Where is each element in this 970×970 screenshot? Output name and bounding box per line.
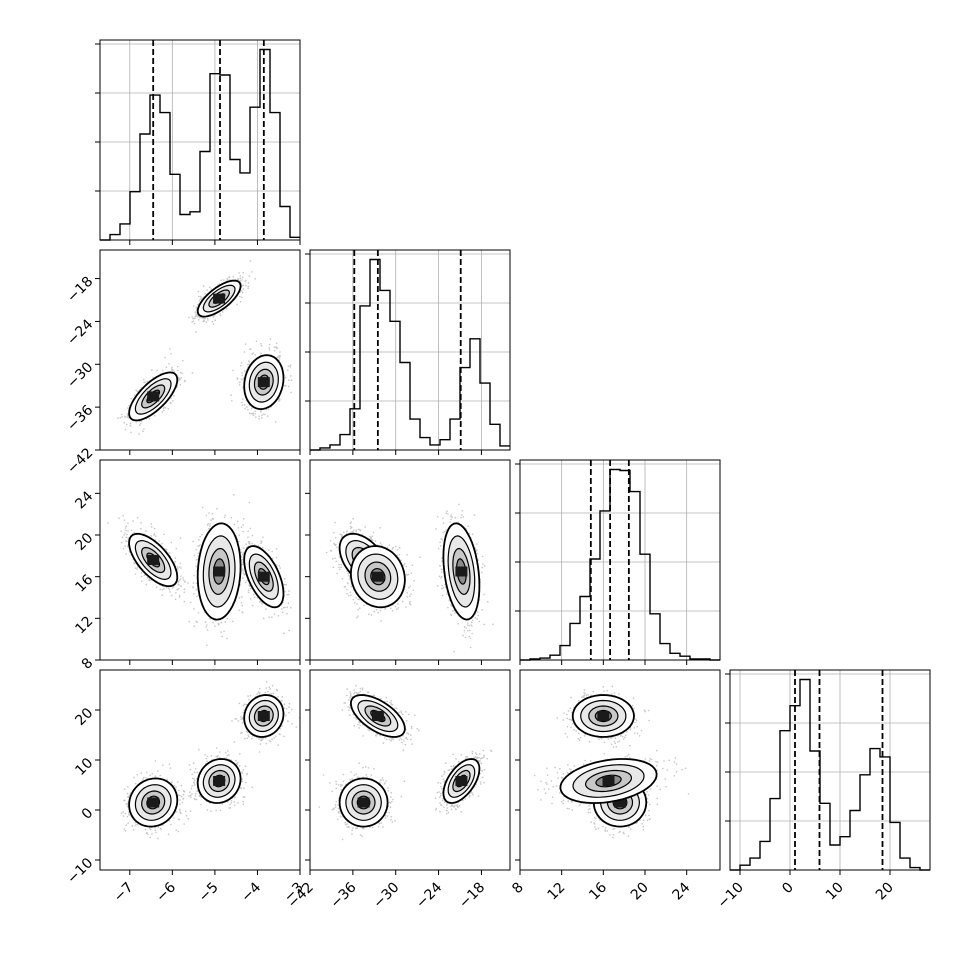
y-tick-label: −24 <box>64 316 96 348</box>
panel-content <box>118 261 292 434</box>
x-tick-label: −5 <box>196 880 222 906</box>
density-peak <box>147 391 159 401</box>
y-tick-label: −36 <box>64 402 96 434</box>
density-peak <box>358 798 370 808</box>
panel-content <box>535 686 689 837</box>
x-tick-label: 20 <box>873 880 897 904</box>
scatter-panel-4-3 <box>515 670 720 875</box>
histogram-step-line <box>730 680 930 871</box>
y-tick-label: 24 <box>72 488 96 512</box>
density-peak <box>597 711 609 721</box>
density-peak <box>603 776 615 786</box>
y-tick-label: 16 <box>72 572 96 596</box>
scatter-panel-3-2 <box>305 460 510 665</box>
x-tick-label: 20 <box>628 880 652 904</box>
density-peak <box>147 798 159 808</box>
x-tick-label: 16 <box>586 879 610 903</box>
x-tick-label: −30 <box>370 880 402 912</box>
histogram-panel-2 <box>305 250 510 450</box>
y-tick-label: 12 <box>72 613 96 637</box>
histogram-panel-3 <box>515 460 720 660</box>
x-tick-label: −36 <box>327 879 359 911</box>
y-tick-label: −18 <box>64 274 96 306</box>
x-tick-label: −4 <box>238 879 264 905</box>
histogram-panel-1 <box>95 40 300 240</box>
density-peak <box>455 776 467 786</box>
y-tick-label: −42 <box>64 445 96 477</box>
x-tick-label: 24 <box>670 879 694 903</box>
y-tick-label: 20 <box>72 530 96 554</box>
scatter-panel-4-2 <box>305 670 510 875</box>
panel-frame <box>520 460 720 660</box>
panel-content <box>108 495 291 661</box>
y-tick-label: 20 <box>72 705 96 729</box>
density-peak <box>258 711 270 721</box>
density-peak <box>258 572 270 582</box>
x-tick-label: −6 <box>153 879 179 905</box>
x-tick-label: 0 <box>779 880 797 898</box>
panel-content <box>319 686 491 840</box>
x-tick-label: 12 <box>545 880 569 904</box>
density-peak <box>213 567 225 577</box>
panel-frame <box>310 460 510 660</box>
density-peak <box>213 776 225 786</box>
x-tick-label: −24 <box>413 879 445 911</box>
panel-content <box>122 682 300 839</box>
histogram-panel-4 <box>725 670 930 870</box>
y-tick-label: −10 <box>64 855 96 887</box>
density-peak <box>147 555 159 565</box>
y-tick-label: 0 <box>79 805 97 823</box>
x-tick-label: −7 <box>111 880 137 906</box>
x-tick-label: −10 <box>715 880 747 912</box>
density-peak <box>455 567 467 577</box>
y-tick-label: 10 <box>72 755 96 779</box>
density-peak <box>372 572 384 582</box>
panel-content <box>327 504 494 651</box>
density-peak <box>213 294 225 304</box>
x-tick-label: −18 <box>456 880 488 912</box>
scatter-panel-2-1: −42 −36 −30 −24 −18 <box>64 250 300 477</box>
y-tick-label: −30 <box>64 359 96 391</box>
y-tick-label: 8 <box>79 655 97 673</box>
x-tick-label: 10 <box>823 880 847 904</box>
density-peak <box>372 711 384 721</box>
scatter-panel-3-1: 8 12 16 20 24 <box>72 460 300 673</box>
histogram-step-line <box>310 260 510 451</box>
histogram-step-line <box>520 470 720 661</box>
density-peak <box>258 377 270 387</box>
x-tick-label: 8 <box>509 880 527 898</box>
scatter-panel-4-1: −10 0 10 20 <box>64 670 300 887</box>
